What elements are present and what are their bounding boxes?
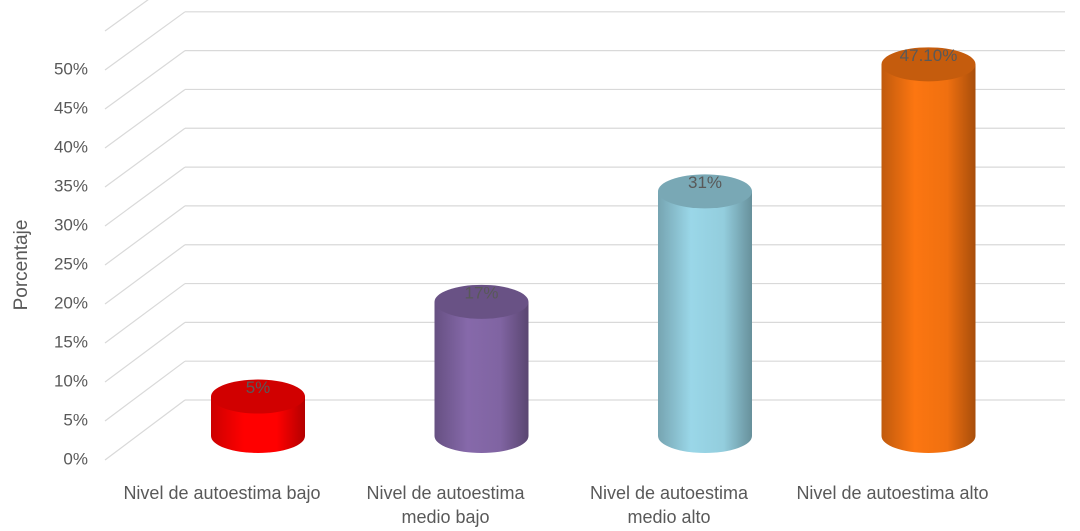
bar [434, 284, 529, 453]
data-label: 47.10% [900, 46, 958, 65]
x-tick-label: Nivel de autoestima medio alto [589, 483, 749, 527]
bar-top [434, 284, 529, 319]
y-tick-label: 20% [54, 293, 88, 312]
bar-body [881, 64, 976, 453]
grid-line [104, 321, 186, 383]
x-tick-label: Nivel de autoestima bajo [123, 483, 321, 503]
grid-line [104, 0, 149, 32]
grid-line [104, 283, 186, 344]
y-tick-label: 0% [63, 449, 88, 468]
y-tick-label: 15% [54, 332, 88, 351]
y-tick-label: 30% [54, 215, 88, 234]
y-tick-label: 10% [54, 371, 88, 390]
y-tick-label: 45% [54, 98, 88, 117]
bar-top [658, 174, 752, 209]
y-axis-label: Porcentaje [11, 220, 32, 311]
grid-line [104, 205, 186, 266]
bar-body [434, 301, 529, 453]
grid-line [104, 166, 186, 227]
grid-line [104, 244, 186, 305]
y-tick-label: 5% [63, 410, 88, 429]
grid-line [104, 11, 186, 71]
bar-top [881, 47, 976, 82]
y-tick-label: 25% [54, 254, 88, 273]
data-label: 31% [688, 173, 722, 192]
y-tick-label: 50% [54, 59, 88, 78]
x-tick-label: Nivel de autoestima medio bajo [366, 483, 525, 527]
x-tick-label: Nivel de autoestima alto [796, 483, 989, 503]
data-label: 5% [246, 378, 271, 397]
grid-line [104, 399, 186, 461]
data-label: 17% [464, 283, 498, 302]
grid-line [104, 127, 186, 188]
grid-line [104, 88, 186, 149]
grid-line [104, 360, 186, 422]
y-tick-label: 35% [54, 176, 88, 195]
bar [211, 379, 305, 453]
grid-line [104, 50, 186, 110]
y-tick-label: 40% [54, 137, 88, 156]
bar [658, 174, 752, 453]
bar-top [211, 379, 305, 414]
bar [881, 47, 976, 453]
bar-body [658, 191, 752, 453]
